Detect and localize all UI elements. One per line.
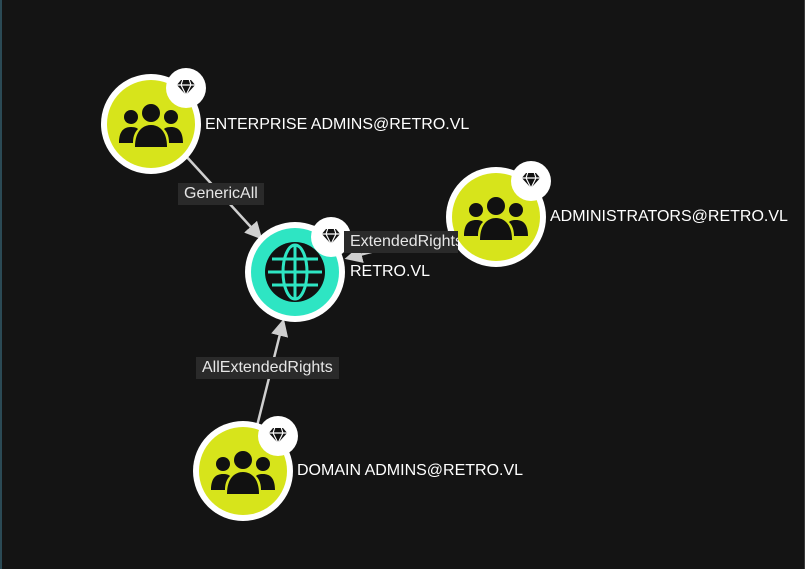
node-label-administrators[interactable]: ADMINISTRATORS@RETRO.VL bbox=[550, 208, 788, 225]
node-label-domain-admins[interactable]: DOMAIN ADMINS@RETRO.VL bbox=[297, 462, 524, 479]
node-administrators[interactable] bbox=[446, 161, 551, 267]
edge-label-allextendedrights[interactable]: AllExtendedRights bbox=[196, 357, 339, 379]
edge-label-genericall[interactable]: GenericAll bbox=[178, 183, 264, 205]
node-domain[interactable] bbox=[245, 217, 351, 322]
edge-label-extendedrights[interactable]: ExtendedRights bbox=[344, 231, 458, 253]
node-label-domain[interactable]: RETRO.VL bbox=[350, 263, 431, 280]
globe-icon bbox=[265, 242, 325, 302]
node-domain-admins[interactable] bbox=[193, 416, 298, 521]
node-enterprise-admins[interactable] bbox=[101, 68, 206, 174]
node-label-enterprise-admins[interactable]: ENTERPRISE ADMINS@RETRO.VL bbox=[205, 116, 470, 133]
